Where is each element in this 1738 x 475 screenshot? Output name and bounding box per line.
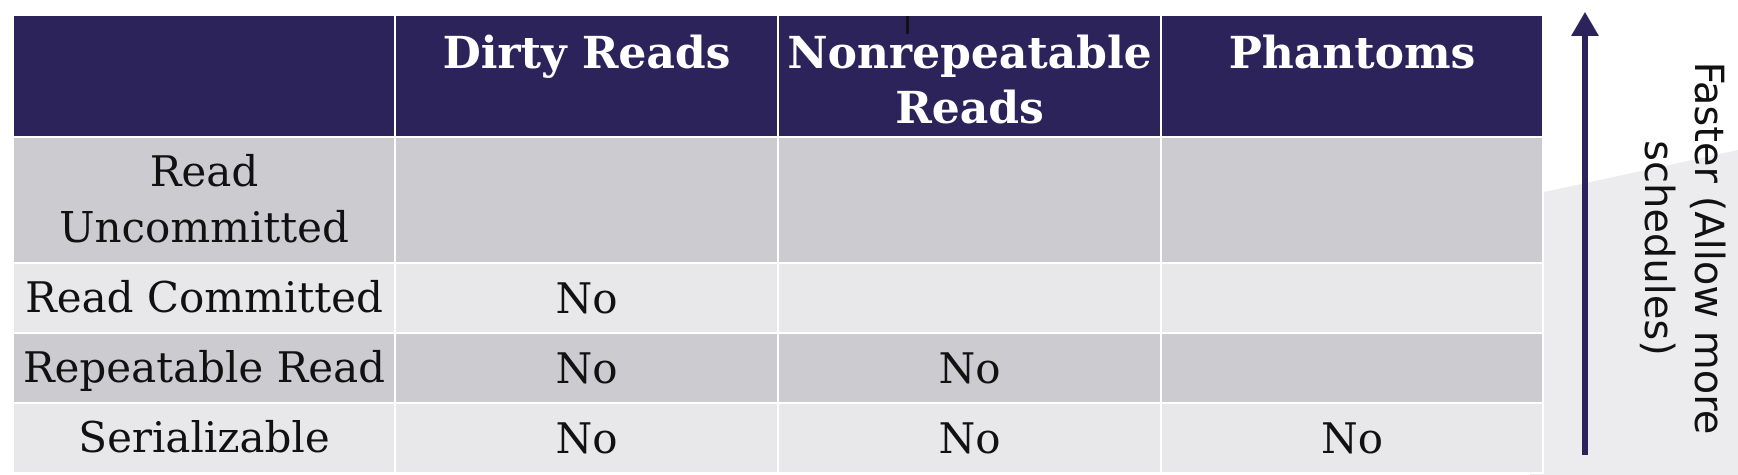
header-phantoms: Phantoms [1160, 14, 1544, 138]
table-row: Serializable No No No [12, 402, 1544, 474]
header-dirty-reads: Dirty Reads [394, 14, 779, 138]
cell-repeatable-read-phantoms [1160, 332, 1544, 404]
header-corner-cell [12, 14, 396, 138]
isolation-levels-table: Dirty Reads Nonrepeatable Reads Phantoms… [12, 14, 1544, 474]
row-label-read-committed: Read Committed [12, 262, 396, 334]
stray-tick-mark [906, 16, 909, 34]
cell-read-committed-dirty-reads: No [394, 262, 779, 334]
table-row: Read Committed No [12, 262, 1544, 334]
faster-caption: Faster (Allow more schedules) [1635, 61, 1731, 435]
table-row: Read Uncommitted [12, 136, 1544, 264]
cell-repeatable-read-nonrepeatable-reads: No [777, 332, 1162, 404]
header-nonrepeatable-reads: Nonrepeatable Reads [777, 14, 1162, 138]
cell-read-uncommitted-dirty-reads [394, 136, 779, 264]
cell-serializable-nonrepeatable-reads: No [777, 402, 1162, 474]
row-label-repeatable-read: Repeatable Read [12, 332, 396, 404]
cell-read-committed-phantoms [1160, 262, 1544, 334]
row-label-read-uncommitted: Read Uncommitted [12, 136, 396, 264]
header-row: Dirty Reads Nonrepeatable Reads Phantoms [12, 14, 1544, 138]
cell-serializable-phantoms: No [1160, 402, 1544, 474]
row-label-serializable: Serializable [12, 402, 396, 474]
cell-read-uncommitted-nonrepeatable-reads [777, 136, 1162, 264]
table-row: Repeatable Read No No [12, 332, 1544, 404]
cell-repeatable-read-dirty-reads: No [394, 332, 779, 404]
cell-read-uncommitted-phantoms [1160, 136, 1544, 264]
up-arrow-icon [1571, 12, 1599, 455]
cell-serializable-dirty-reads: No [394, 402, 779, 474]
cell-read-committed-nonrepeatable-reads [777, 262, 1162, 334]
